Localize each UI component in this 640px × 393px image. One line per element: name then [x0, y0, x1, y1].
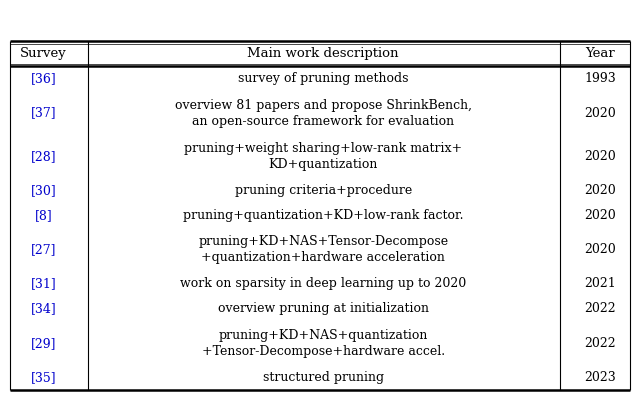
Text: [34]: [34]	[31, 303, 56, 316]
Text: [36]: [36]	[31, 72, 56, 85]
Text: [31]: [31]	[31, 277, 56, 290]
Text: overview pruning at initialization: overview pruning at initialization	[218, 303, 429, 316]
Text: 1993: 1993	[584, 72, 616, 85]
Text: Main work description: Main work description	[248, 47, 399, 61]
Text: 2022: 2022	[584, 303, 616, 316]
Text: [27]: [27]	[31, 243, 56, 256]
Text: pruning+weight sharing+low-rank matrix+
KD+quantization: pruning+weight sharing+low-rank matrix+ …	[184, 142, 462, 171]
Text: [8]: [8]	[35, 209, 52, 222]
Text: Year: Year	[586, 47, 615, 61]
Text: 2023: 2023	[584, 371, 616, 384]
Text: 2022: 2022	[584, 337, 616, 350]
Text: pruning+KD+NAS+Tensor-Decompose
+quantization+hardware acceleration: pruning+KD+NAS+Tensor-Decompose +quantiz…	[198, 235, 448, 264]
Text: 2021: 2021	[584, 277, 616, 290]
Text: 2020: 2020	[584, 107, 616, 119]
Text: pruning criteria+procedure: pruning criteria+procedure	[235, 184, 412, 197]
Text: overview 81 papers and propose ShrinkBench,
an open-source framework for evaluat: overview 81 papers and propose ShrinkBen…	[175, 99, 472, 128]
Text: survey of pruning methods: survey of pruning methods	[238, 72, 408, 85]
Text: 2020: 2020	[584, 243, 616, 256]
Text: work on sparsity in deep learning up to 2020: work on sparsity in deep learning up to …	[180, 277, 467, 290]
Text: pruning+quantization+KD+low-rank factor.: pruning+quantization+KD+low-rank factor.	[183, 209, 463, 222]
Text: [35]: [35]	[31, 371, 56, 384]
Text: [37]: [37]	[31, 107, 56, 119]
Text: pruning+KD+NAS+quantization
+Tensor-Decompose+hardware accel.: pruning+KD+NAS+quantization +Tensor-Deco…	[202, 329, 445, 358]
Text: 2020: 2020	[584, 184, 616, 197]
Text: structured pruning: structured pruning	[262, 371, 384, 384]
Text: 2020: 2020	[584, 209, 616, 222]
Text: [30]: [30]	[31, 184, 56, 197]
Text: [29]: [29]	[31, 337, 56, 350]
Text: [28]: [28]	[31, 150, 56, 163]
Text: 2020: 2020	[584, 150, 616, 163]
Text: Survey: Survey	[20, 47, 67, 61]
